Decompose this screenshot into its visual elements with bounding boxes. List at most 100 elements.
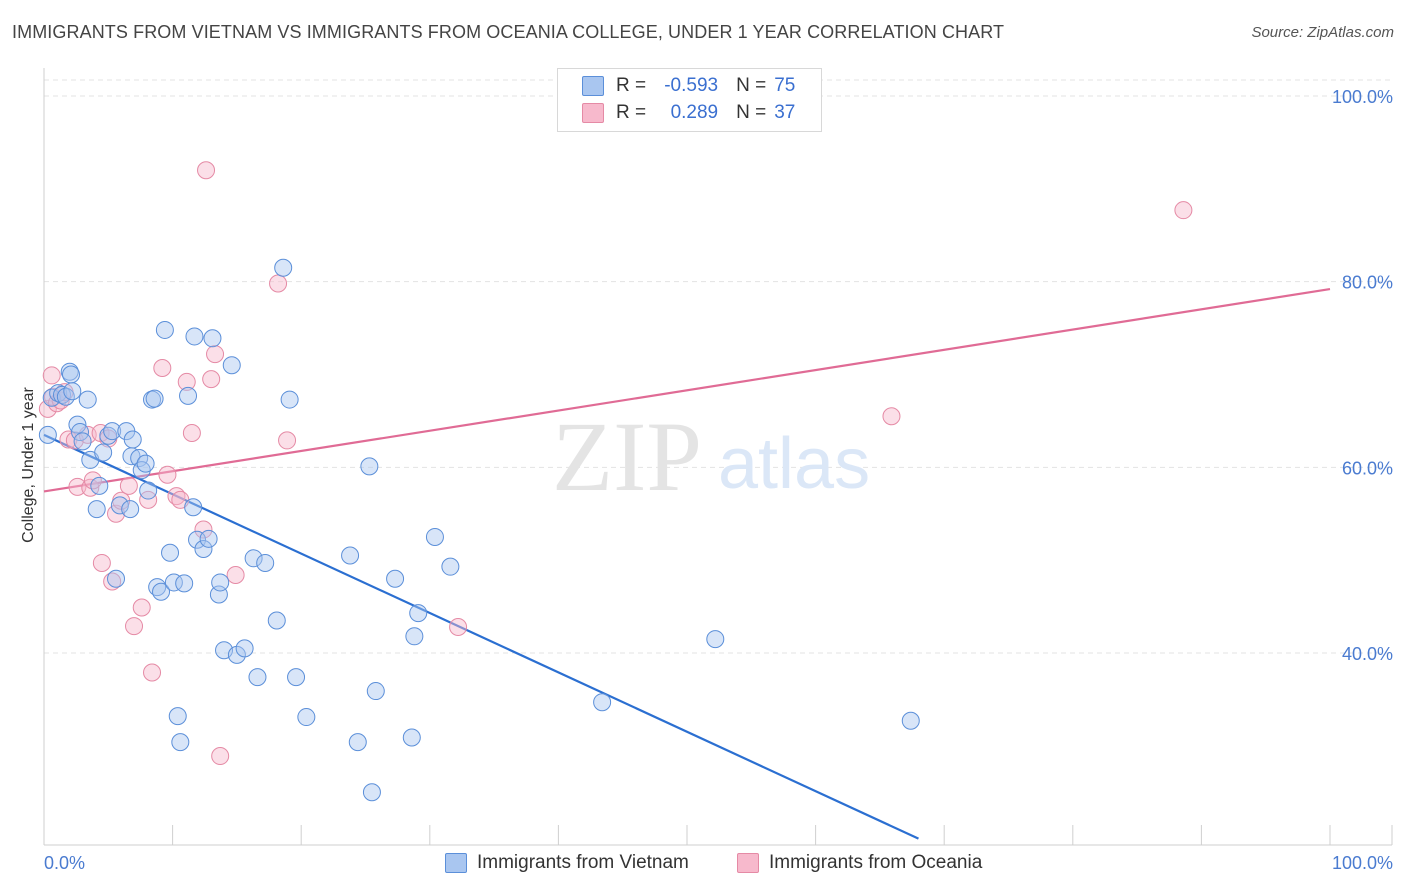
vietnam-point <box>274 258 293 277</box>
vietnam-point <box>366 682 385 701</box>
vietnam-point <box>179 386 198 405</box>
vietnam-point <box>94 443 113 462</box>
y-tick-label: 100.0% <box>1332 87 1393 107</box>
oceania-point <box>269 274 288 293</box>
x-tick-label: 100.0% <box>1332 853 1393 873</box>
vietnam-point <box>145 389 164 408</box>
trend-line-vietnam <box>43 433 919 840</box>
oceania-point <box>211 747 230 766</box>
vietnam-point <box>235 639 254 658</box>
oceania-point <box>153 359 172 378</box>
vietnam-point <box>121 500 140 519</box>
legend-r-label: R = <box>616 75 647 96</box>
oceania-point <box>125 617 144 636</box>
legend-row-oceania: R = 0.289 N = 37 <box>582 101 795 125</box>
vietnam-point <box>38 425 57 444</box>
trend-lines <box>43 288 1331 840</box>
oceania-point <box>158 465 177 484</box>
watermark-zip: ZIP <box>552 401 702 512</box>
source-note: Source: ZipAtlas.com <box>1251 24 1394 41</box>
oceania-point <box>139 490 158 509</box>
legend-n-value-vietnam: 75 <box>774 75 796 96</box>
legend-n-label: N = <box>736 75 767 96</box>
legend-swatch-vietnam <box>582 76 604 96</box>
vietnam-point <box>164 573 183 592</box>
vietnam-point <box>227 645 246 664</box>
y-axis-label: College, Under 1 year <box>20 387 37 543</box>
vietnam-point <box>386 569 405 588</box>
legend-row-vietnam: R = -0.593 N = 75 <box>582 74 795 98</box>
oceania-point <box>119 476 138 495</box>
oceania-point <box>202 370 221 389</box>
oceania-point <box>92 553 111 572</box>
vietnam-point <box>425 527 444 546</box>
vietnam-point <box>362 783 381 802</box>
vietnam-point <box>256 553 275 572</box>
vietnam-point <box>161 543 180 562</box>
vietnam-point <box>175 574 194 593</box>
vietnam-point <box>441 557 460 576</box>
oceania-point <box>38 399 57 418</box>
y-tick-label: 40.0% <box>1342 644 1393 664</box>
grid-lines <box>44 79 1392 654</box>
vietnam-point <box>42 388 61 407</box>
oceania-point <box>81 478 100 497</box>
vietnam-point <box>103 422 122 441</box>
vietnam-point <box>123 430 142 449</box>
vietnam-point <box>168 707 187 726</box>
oceania-point <box>197 161 216 180</box>
vietnam-point <box>62 365 81 384</box>
oceania-point <box>206 345 225 364</box>
vietnam-point <box>63 382 82 401</box>
legend-r-value-vietnam: -0.593 <box>664 75 719 96</box>
oceania-point <box>194 520 213 539</box>
vietnam-point <box>203 329 222 348</box>
y-tick-label: 80.0% <box>1342 273 1393 293</box>
vietnam-point <box>297 708 316 727</box>
bottom-legend-label-vietnam: Immigrants from Vietnam <box>477 852 689 873</box>
vietnam-point <box>199 529 218 548</box>
vietnam-point <box>152 582 171 601</box>
vietnam-point <box>348 733 367 752</box>
legend-r-value-oceania: 0.289 <box>670 102 719 123</box>
vietnam-point <box>110 496 129 515</box>
vietnam-point <box>136 454 155 473</box>
watermark-atlas: atlas <box>718 424 870 504</box>
oceania-point <box>132 598 151 617</box>
chart-title: IMMIGRANTS FROM VIETNAM VS IMMIGRANTS FR… <box>12 22 1005 42</box>
legend-swatch-oceania <box>582 103 604 123</box>
oceania-point <box>1174 201 1193 220</box>
vietnam-point <box>171 733 190 752</box>
legend-n-value-oceania: 37 <box>774 102 796 123</box>
legend-r-label: R = <box>616 102 647 123</box>
vietnam-point <box>244 549 263 568</box>
vietnam-point <box>78 390 97 409</box>
vietnam-point <box>901 711 920 730</box>
bottom-legend-oceania: Immigrants from Oceania <box>737 852 982 874</box>
vietnam-point <box>87 500 106 519</box>
oceania-point <box>449 618 468 637</box>
axes <box>43 68 1393 846</box>
x-tick-label: 0.0% <box>44 853 85 873</box>
vietnam-point <box>280 390 299 409</box>
vietnam-point <box>360 457 379 476</box>
oceania-point <box>882 407 901 426</box>
oceania-point <box>143 663 162 682</box>
vietnam-point <box>287 668 306 687</box>
vietnam-point <box>155 320 174 339</box>
vietnam-point <box>90 476 109 495</box>
vietnam-point <box>211 573 230 592</box>
bottom-legend-swatch-vietnam <box>445 853 467 873</box>
legend-n-label: N = <box>736 102 767 123</box>
vietnam-point <box>194 540 213 559</box>
oceania-point <box>278 431 297 450</box>
bottom-legend-label-oceania: Immigrants from Oceania <box>769 852 983 873</box>
oceania-point <box>42 366 61 385</box>
tick-labels: 40.0% 60.0% 80.0% 100.0% 0.0% 100.0% <box>44 87 1393 873</box>
vietnam-point <box>402 728 421 747</box>
vietnam-point <box>222 356 241 375</box>
bottom-legend-swatch-oceania <box>737 853 759 873</box>
vietnam-point <box>267 611 286 630</box>
vietnam-point <box>184 498 203 517</box>
